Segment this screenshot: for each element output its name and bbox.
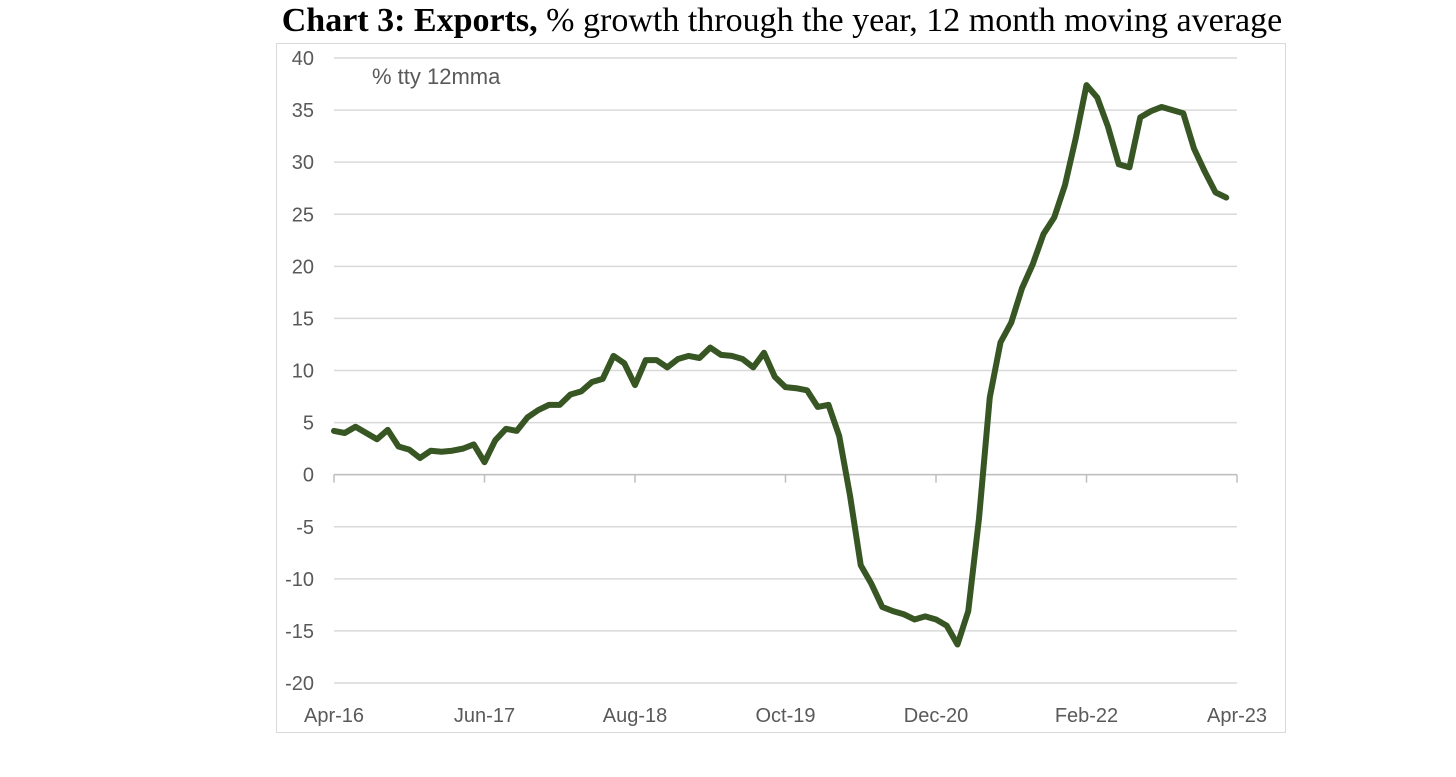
x-axis-ticks: Apr-16 Jun-17 Aug-18 Oct-19 Dec-20 Feb-22 Apr-… bbox=[304, 705, 1267, 727]
y-tick-label: 30 bbox=[292, 152, 314, 174]
y-tick-label: 35 bbox=[292, 100, 314, 122]
y-tick-label: 5 bbox=[303, 413, 314, 435]
x-tick-label: Apr-23 bbox=[1207, 705, 1267, 727]
y-tick-label: 40 bbox=[292, 48, 314, 70]
y-tick-label: -15 bbox=[285, 621, 314, 643]
gridlines bbox=[334, 57, 1237, 684]
x-axis bbox=[333, 473, 1238, 483]
y-tick-label: 10 bbox=[292, 361, 314, 383]
x-tick-label: Oct-19 bbox=[755, 705, 815, 727]
x-tick-label: Jun-17 bbox=[454, 705, 515, 727]
x-tick-label: Apr-16 bbox=[304, 705, 364, 727]
x-tick-label: Dec-20 bbox=[904, 705, 968, 727]
y-tick-label: 20 bbox=[292, 256, 314, 278]
series-line-exports bbox=[331, 82, 1230, 648]
chart-title-bold: Chart 3: Exports, bbox=[281, 2, 538, 39]
y-tick-label: -10 bbox=[285, 569, 314, 591]
y-tick-label: 15 bbox=[292, 308, 314, 330]
y-tick-label: 0 bbox=[303, 465, 314, 487]
y-axis-ticks: 40 35 30 25 20 15 10 5 0 -5 -10 -15 -20 bbox=[285, 48, 314, 695]
y-tick-label: 25 bbox=[292, 204, 314, 226]
chart-annotation: % tty 12mma bbox=[372, 64, 501, 89]
y-tick-label: -5 bbox=[296, 517, 314, 539]
chart-title-rest: % growth through the year, 12 month movi… bbox=[537, 2, 1283, 39]
chart-title: Chart 3: Exports, % growth through the y… bbox=[0, 2, 1456, 40]
x-tick-label: Aug-18 bbox=[603, 705, 668, 727]
y-tick-label: -20 bbox=[285, 673, 314, 695]
chart-frame bbox=[276, 43, 1286, 733]
x-tick-label: Feb-22 bbox=[1055, 705, 1118, 727]
